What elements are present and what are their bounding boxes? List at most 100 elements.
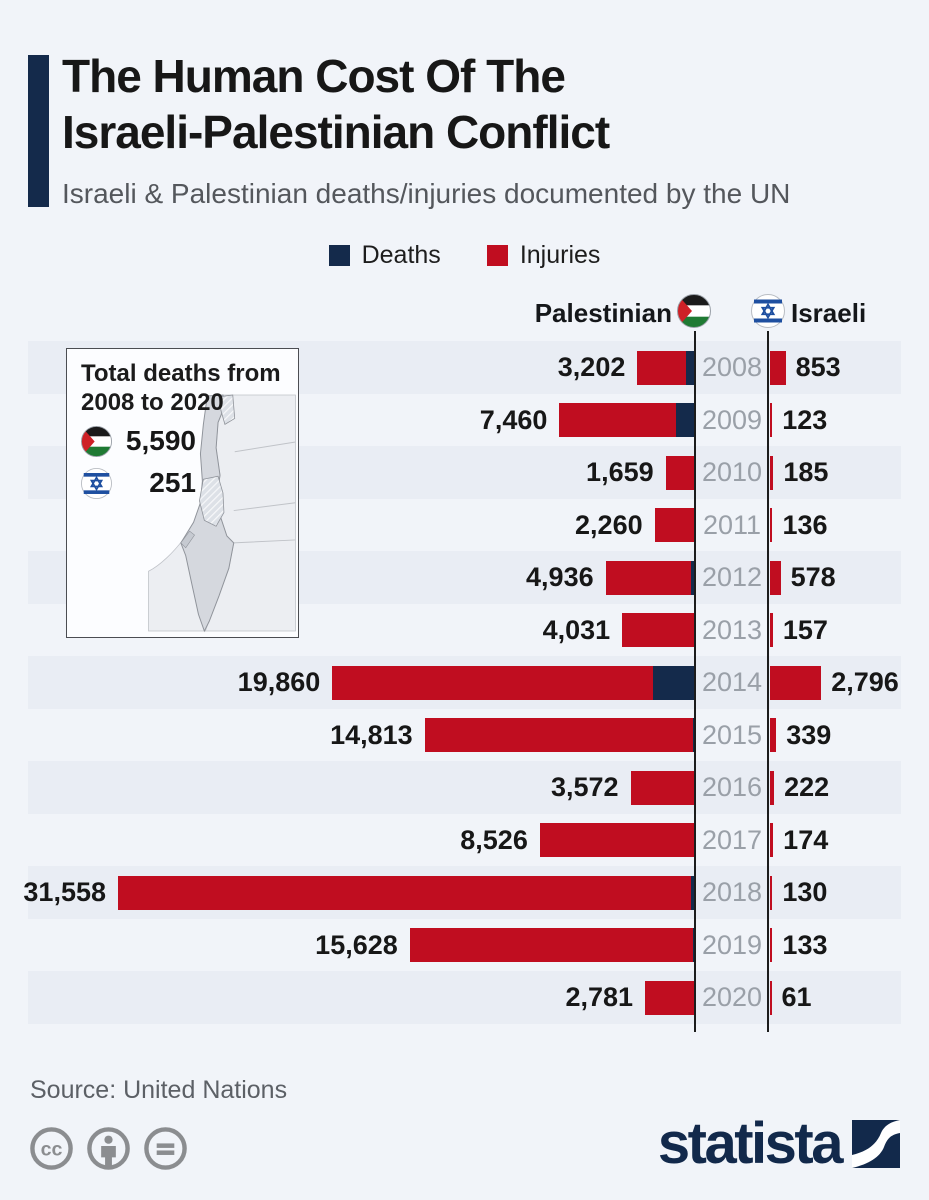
chart-rows: 3,202 2008 853 7,460 2009 123 1,659 2010…: [23, 341, 901, 1024]
chart-row: 8,526 2017 174: [28, 814, 901, 867]
israel-palestine-map: [148, 394, 296, 633]
year-label: 2010: [701, 457, 763, 487]
cc-license-icons: cc: [28, 1125, 189, 1172]
chart-row: 7,460 2009 123: [28, 394, 901, 447]
israeli-value-label: 853: [795, 352, 841, 382]
israeli-bar: [770, 665, 822, 700]
israeli-bar: [770, 560, 781, 595]
israeli-bar: [770, 613, 773, 647]
statista-swoosh-icon: [852, 1120, 900, 1168]
deaths-legend-label: Deaths: [361, 241, 441, 269]
israeli-bar: [770, 718, 777, 752]
israeli-value-label: 123: [782, 404, 828, 435]
palestinian-value-label: 14,813: [330, 719, 413, 750]
israeli-bar: [770, 455, 774, 490]
palestinian-total-value: 5,590: [125, 425, 196, 456]
svg-text:cc: cc: [41, 1138, 63, 1160]
year-label: 2017: [701, 824, 763, 855]
palestinian-value-label: 15,628: [315, 929, 398, 960]
palestinian-bar: [539, 823, 696, 857]
chart-row: 31,558 2018 130: [23, 866, 901, 919]
israeli-value-label: 133: [782, 929, 828, 960]
year-label: 2019: [701, 929, 763, 960]
statista-wordmark: statista: [657, 1111, 844, 1176]
palestinian-value-label: 3,572: [551, 772, 619, 802]
palestinian-total-entry: 5,590: [81, 425, 196, 457]
palestinian-value-label: 4,936: [526, 562, 594, 592]
palestinian-flag-icon: [677, 294, 711, 328]
palestinian-deaths-segment: [691, 560, 696, 595]
page-subtitle: Israeli & Palestinian deaths/injuries do…: [62, 178, 791, 209]
palestinian-bar: [665, 455, 696, 490]
palestinian-flag-icon: [81, 425, 112, 457]
israeli-bar: [770, 980, 772, 1015]
israeli-bar: [770, 508, 773, 542]
chart-row: 3,572 2016 222: [28, 761, 901, 814]
israeli-value-label: 157: [782, 614, 828, 645]
israeli-flag-icon: [81, 467, 112, 499]
total-deaths-inset-box: Total deaths from 2008 to 2020 5,590: [66, 348, 299, 638]
palestinian-bar: [424, 718, 696, 752]
palestinian-column-header: Palestinian: [534, 298, 672, 328]
year-label: 2015: [701, 719, 763, 750]
israeli-value-label: 2,796: [831, 667, 899, 697]
title-line-2: Israeli-Palestinian Conflict: [62, 106, 610, 158]
palestinian-bar: [118, 875, 696, 910]
palestinian-value-label: 1,659: [586, 457, 654, 487]
chart-row: 14,813 2015 339: [28, 709, 901, 762]
page-title: The Human Cost Of The Israeli-Palestinia…: [62, 48, 610, 160]
israeli-total-entry: 251: [81, 467, 196, 499]
year-label: 2018: [701, 877, 763, 907]
israeli-value-label: 130: [782, 877, 828, 907]
cc-nd-icon: [144, 1127, 187, 1170]
source-note: Source: United Nations: [30, 1076, 288, 1104]
chart-legend: Deaths Injuries: [0, 241, 929, 270]
year-label: 2012: [701, 562, 763, 592]
palestinian-value-label: 2,260: [575, 509, 643, 540]
palestinian-value-label: 4,031: [542, 614, 611, 645]
palestinian-bar: [622, 613, 696, 647]
title-accent-bar: [28, 55, 49, 207]
legend-item-deaths: Deaths: [328, 241, 441, 270]
israeli-value-label: 61: [781, 982, 812, 1012]
chart-row: 2,260 2011 136: [28, 499, 901, 552]
palestinian-value-label: 2,781: [565, 982, 634, 1012]
inset-title: Total deaths from 2008 to 2020: [81, 360, 281, 416]
year-label: 2020: [701, 982, 763, 1012]
statista-logo: statista: [657, 1111, 900, 1176]
palestinian-value-label: 31,558: [23, 877, 106, 907]
palestinian-bar: [654, 508, 696, 542]
year-label: 2011: [702, 509, 762, 540]
israeli-total-value: 251: [149, 467, 196, 498]
israeli-column-header: Israeli: [791, 298, 867, 328]
palestinian-deaths-segment: [686, 350, 696, 385]
legend-item-injuries: Injuries: [486, 241, 601, 270]
palestinian-value-label: 3,202: [557, 352, 626, 382]
israeli-bar: [770, 928, 773, 962]
palestinian-bar: [637, 350, 696, 385]
israeli-bar: [770, 770, 775, 805]
cc-attribution-icon: [87, 1127, 130, 1170]
chart-row: 4,031 2013 157: [28, 604, 901, 657]
year-label: 2013: [701, 614, 763, 645]
palestinian-deaths-segment: [690, 875, 696, 910]
israeli-bar: [770, 875, 773, 910]
palestinian-bar: [409, 928, 696, 962]
injuries-legend-label: Injuries: [519, 241, 601, 269]
palestinian-deaths-segment: [676, 403, 696, 437]
deaths-swatch-icon: [328, 245, 350, 266]
injuries-swatch-icon: [486, 245, 508, 266]
palestinian-bar: [630, 770, 696, 805]
israeli-bar: [770, 403, 773, 437]
palestinian-bar: [605, 560, 696, 595]
palestinian-bar: [645, 980, 696, 1015]
israeli-value-label: 222: [784, 772, 830, 802]
chart-row: 15,628 2019 133: [28, 919, 901, 972]
cc-icon: cc: [30, 1127, 73, 1170]
israeli-axis-line: [767, 331, 769, 1032]
chart-row: 2,781 2020 61: [28, 971, 901, 1024]
palestinian-value-label: 8,526: [460, 824, 528, 855]
year-label: 2009: [701, 404, 763, 435]
palestinian-deaths-segment: [653, 665, 696, 700]
